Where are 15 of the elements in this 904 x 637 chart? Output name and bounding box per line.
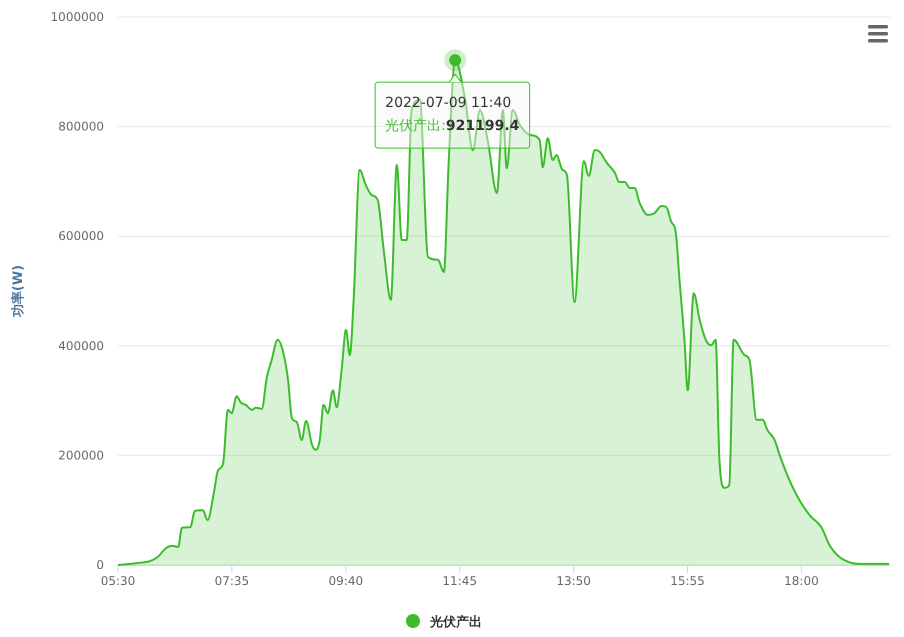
y-tick-label: 400000	[58, 338, 104, 353]
x-tick-label: 05:30	[100, 574, 136, 588]
x-tick-label: 15:55	[670, 574, 705, 588]
x-tick-label: 13:50	[556, 574, 591, 588]
y-tick-label: 1000000	[50, 10, 104, 24]
y-axis-title: 功率(W)	[10, 264, 26, 318]
y-tick-label: 200000	[58, 448, 104, 462]
legend-label: 光伏产出	[429, 614, 482, 630]
x-tick-label: 18:00	[784, 574, 819, 588]
x-tick-label: 11:45	[442, 574, 478, 588]
y-tick-label: 800000	[58, 120, 104, 134]
x-tick-label: 09:40	[328, 574, 364, 588]
x-tick-label: 07:35	[214, 574, 250, 588]
y-tick-label: 0	[96, 558, 104, 572]
y-tick-label: 600000	[58, 229, 104, 244]
